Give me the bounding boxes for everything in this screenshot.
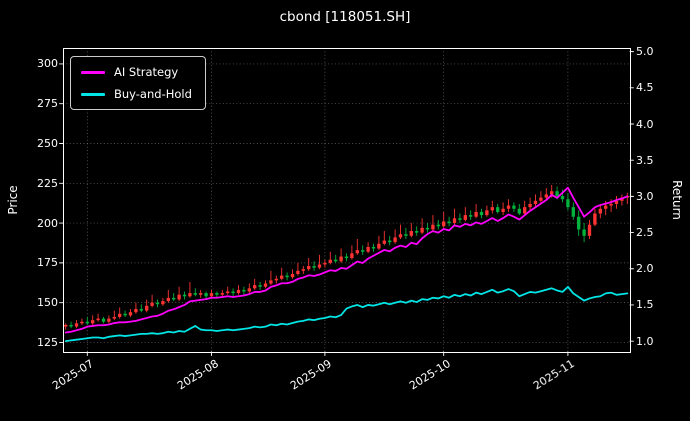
return-tick-label: 1.5 — [636, 298, 654, 312]
return-tick-label: 5.0 — [636, 45, 654, 59]
price-tick-label: 125 — [37, 335, 58, 349]
chart-title: cbond [118051.SH] — [279, 9, 411, 25]
buy-and-hold-line-swatch — [81, 92, 105, 96]
buy-and-hold-legend-label: Buy-and-Hold — [114, 87, 192, 101]
price-tick-label: 275 — [37, 97, 58, 111]
return-tick-label: 3.5 — [636, 153, 654, 167]
return-tick-label: 1.0 — [636, 334, 654, 348]
price-tick-label: 250 — [37, 136, 58, 150]
price-tick-label: 200 — [37, 216, 58, 230]
legend-item-ai-strategy: AI Strategy — [81, 65, 192, 79]
return-tick-label: 4.0 — [636, 117, 654, 131]
return-tick-label: 2.5 — [636, 226, 654, 240]
return-tick-label: 3.0 — [636, 189, 654, 203]
return-tick-label: 4.5 — [636, 81, 654, 95]
ai-strategy-line-swatch — [81, 70, 105, 74]
price-tick-label: 225 — [37, 176, 58, 190]
legend-item-buy-and-hold: Buy-and-Hold — [81, 87, 192, 101]
price-tick-label: 175 — [37, 256, 58, 270]
return-axis-label: Return — [670, 180, 684, 220]
legend: AI Strategy Buy-and-Hold — [70, 56, 206, 110]
price-tick-label: 150 — [37, 296, 58, 310]
ai-strategy-legend-label: AI Strategy — [114, 65, 179, 79]
price-tick-label: 300 — [37, 57, 58, 71]
return-tick-label: 2.0 — [636, 262, 654, 276]
